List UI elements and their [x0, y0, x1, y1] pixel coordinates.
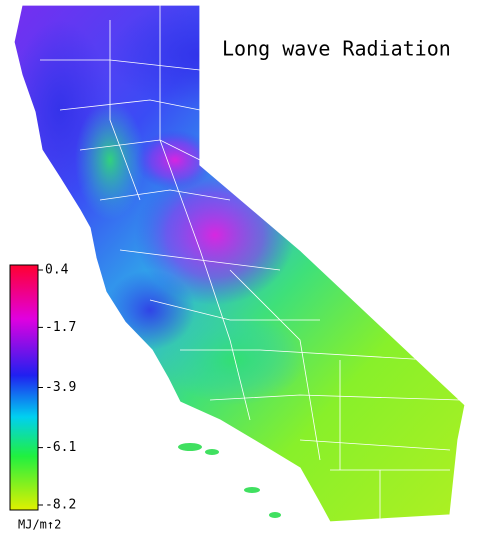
- tick-label: -1.7: [45, 320, 76, 335]
- tick-label: -8.2: [45, 498, 76, 513]
- state-border: [13, 4, 466, 523]
- map-title: Long wave Radiation: [222, 37, 451, 61]
- tick-label: -6.1: [45, 440, 76, 455]
- tick-label: 0.4: [45, 263, 69, 278]
- colorbar-unit: MJ/m↑2: [18, 518, 61, 532]
- colorbar-ticks: 0.4 -1.7 -3.9 -6.1 -8.2: [38, 263, 76, 513]
- county-lines: [40, 5, 461, 520]
- islands: [178, 443, 281, 518]
- colorbar: [9, 264, 39, 511]
- tick-label: -3.9: [45, 380, 76, 395]
